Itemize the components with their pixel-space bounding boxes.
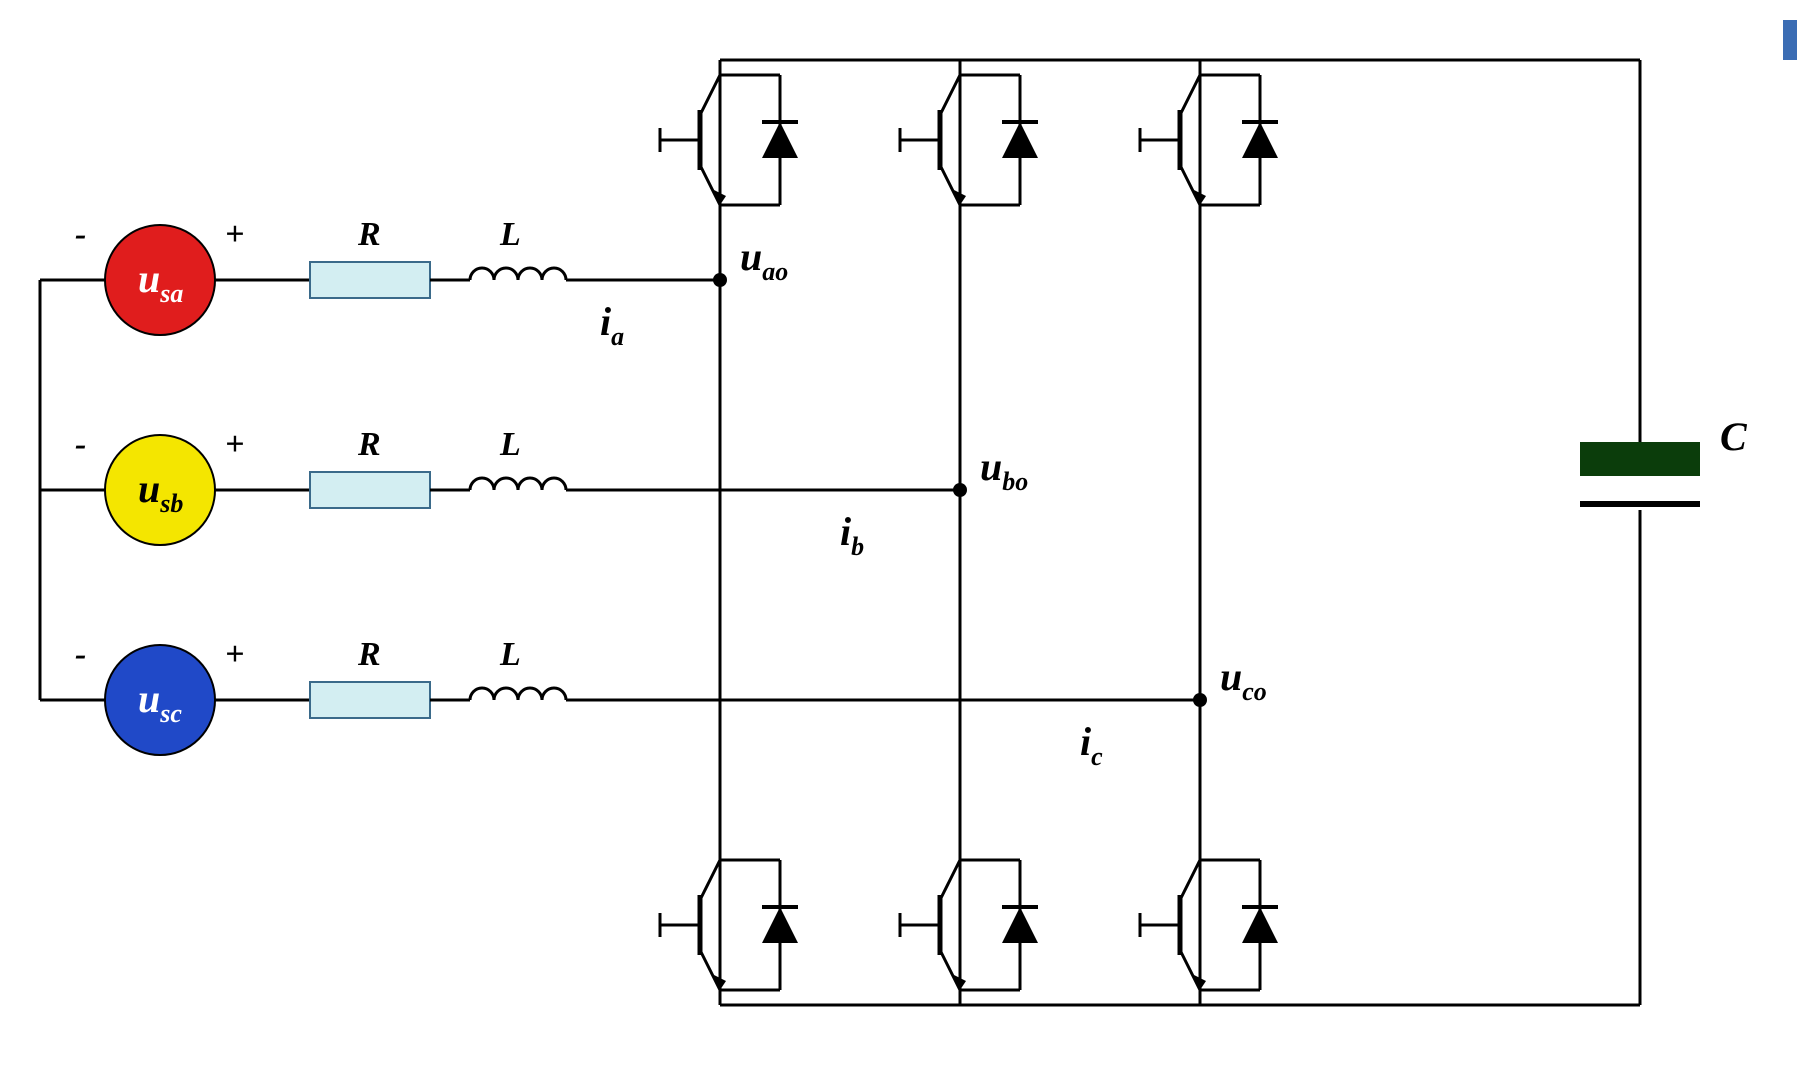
svg-text:ib: ib <box>840 509 864 561</box>
resistor-c <box>310 682 430 718</box>
resistor-b <box>310 472 430 508</box>
svg-text:ic: ic <box>1080 719 1103 771</box>
svg-text:ubo: ubo <box>980 444 1028 496</box>
igbt-top-2 <box>950 122 1038 205</box>
svg-text:R: R <box>357 216 381 253</box>
svg-text:+: + <box>225 216 244 253</box>
inductor-c <box>470 688 566 700</box>
inductor-a <box>470 268 566 280</box>
svg-text:L: L <box>499 636 521 673</box>
igbt-bot-2 <box>950 907 1038 990</box>
capacitor-top-plate <box>1580 442 1700 476</box>
igbt-bot-1 <box>710 907 798 990</box>
svg-text:R: R <box>357 426 381 463</box>
svg-text:L: L <box>499 426 521 463</box>
igbt-bot-3 <box>1190 907 1278 990</box>
svg-text:uco: uco <box>1220 654 1267 706</box>
svg-text:C: C <box>1720 414 1748 459</box>
svg-text:-: - <box>75 426 86 463</box>
igbt-top-3 <box>1190 122 1278 205</box>
svg-text:uao: uao <box>740 234 788 286</box>
resistor-a <box>310 262 430 298</box>
artifact <box>1783 20 1797 60</box>
svg-text:-: - <box>75 216 86 253</box>
svg-text:+: + <box>225 636 244 673</box>
svg-text:L: L <box>499 216 521 253</box>
svg-text:R: R <box>357 636 381 673</box>
svg-text:ia: ia <box>600 299 624 351</box>
inductor-b <box>470 478 566 490</box>
svg-text:+: + <box>225 426 244 463</box>
igbt-top-1 <box>710 122 798 205</box>
svg-text:-: - <box>75 636 86 673</box>
